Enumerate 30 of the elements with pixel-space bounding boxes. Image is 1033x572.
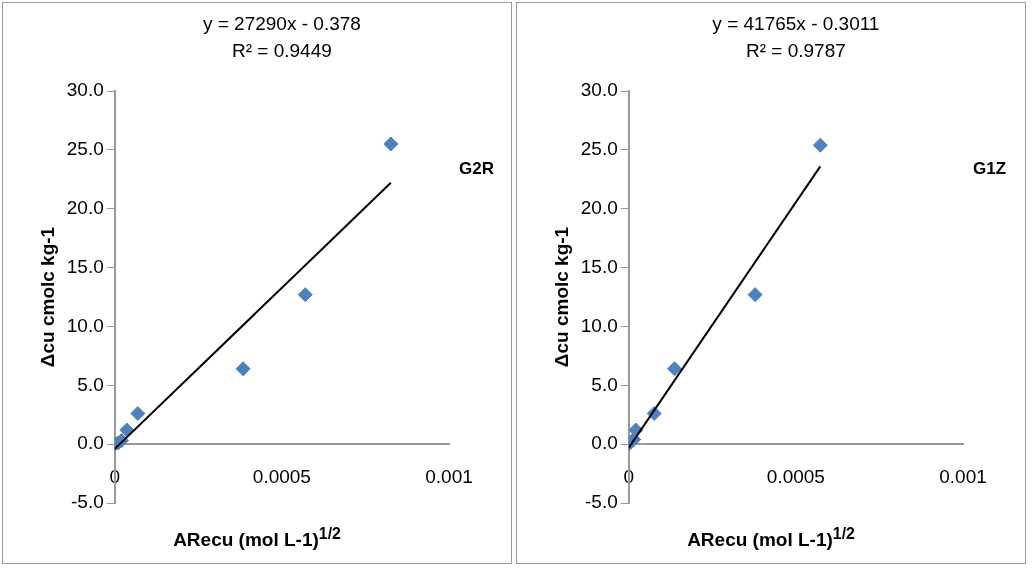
text: R² = 0.9787 [745,40,846,62]
y-tick-label: 20.0 [580,196,618,218]
y-tick-label: -5.0 [71,491,104,513]
y-axis-title: Δcu cmolc kg-1 [550,226,572,368]
text: G1Z [973,158,1007,178]
x-tick-label: 0.0005 [766,465,825,487]
y-tick-label: -5.0 [585,491,618,513]
y-axis-title: Δcu cmolc kg-1 [36,226,58,368]
text: y = 41765x - 0.3011 [712,13,880,35]
y-tick-label: 30.0 [66,79,104,101]
y-tick-label: 25.0 [580,138,618,160]
text: R² = 0.9449 [231,40,332,62]
x-tick-label: 0.001 [939,465,987,487]
y-tick-label: 0.0 [77,432,104,454]
y-tick-label: 15.0 [580,255,618,277]
x-tick-label: 0.001 [425,465,473,487]
y-tick-label: 10.0 [66,314,104,336]
y-tick-label: 5.0 [77,373,104,395]
y-tick-label: 0.0 [591,432,618,454]
y-tick-label: 15.0 [66,255,104,277]
text: y = 27290x - 0.378 [202,13,361,35]
y-tick-label: 5.0 [591,373,618,395]
x-tick-label: 0.0005 [252,465,311,487]
text: G2R [459,158,494,178]
y-tick-label: 10.0 [580,314,618,336]
y-tick-label: 20.0 [66,196,104,218]
x-axis-title: ARecu (mol L-1)$^{1/2}$ [172,525,342,552]
y-tick-label: 30.0 [580,79,618,101]
y-tick-label: 25.0 [66,138,104,160]
x-axis-title: ARecu (mol L-1)$^{1/2}$ [686,525,856,552]
